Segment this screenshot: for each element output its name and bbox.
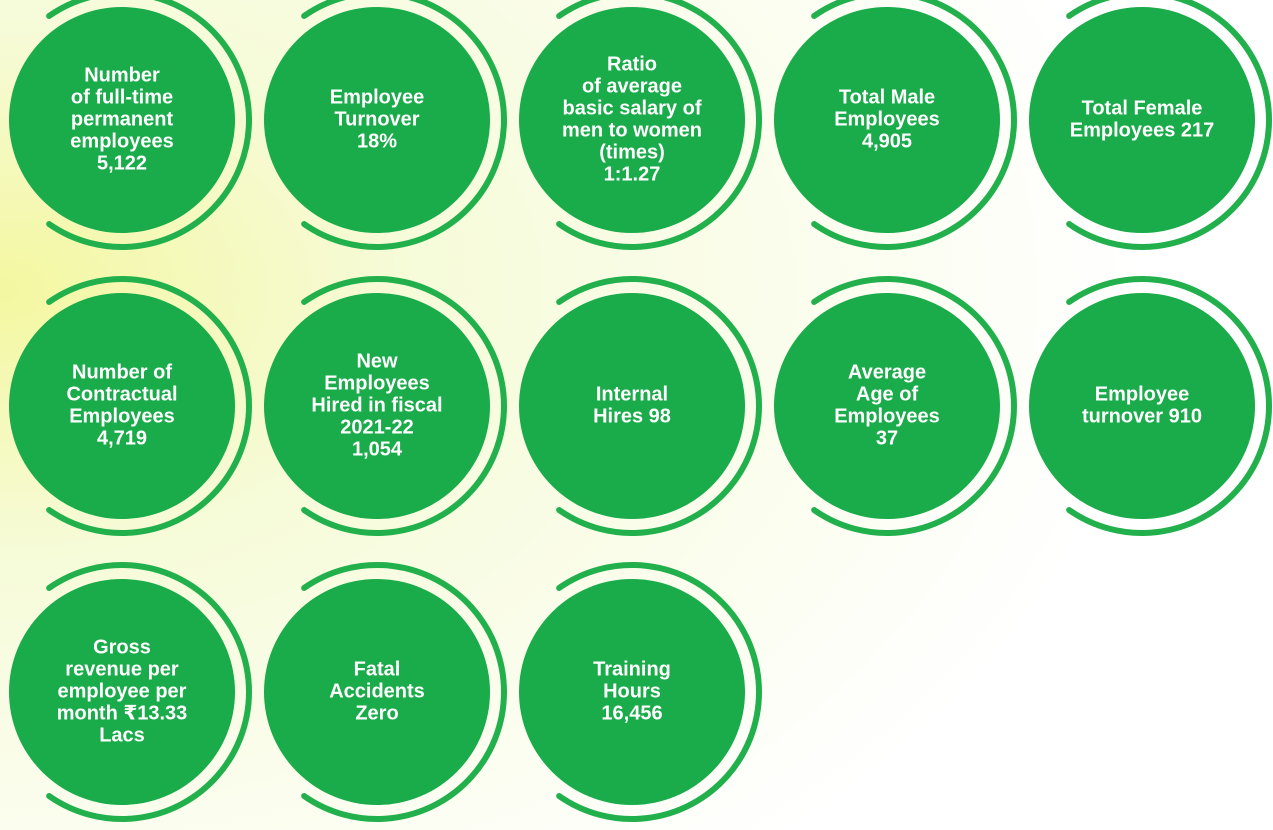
badge-ring bbox=[556, 276, 762, 536]
badge-text: Employees bbox=[69, 405, 175, 427]
badge-text: 5,122 bbox=[97, 152, 147, 174]
badge-ring bbox=[46, 562, 252, 822]
badge-circle bbox=[519, 293, 745, 519]
badge-circle bbox=[9, 293, 235, 519]
badge-ring bbox=[811, 276, 1017, 536]
badge-ring bbox=[811, 0, 1017, 250]
badge-text: Hired in fiscal bbox=[311, 394, 442, 416]
badge-text: (times) bbox=[599, 141, 665, 163]
badge-text: turnover 910 bbox=[1082, 405, 1202, 427]
badge-text: Gross bbox=[93, 636, 151, 658]
badge-text: revenue per bbox=[65, 658, 179, 680]
badge-text: Fatal bbox=[354, 658, 401, 680]
badge-ring bbox=[46, 276, 252, 536]
badge-circle bbox=[264, 579, 490, 805]
badge-text: Ratio bbox=[607, 53, 657, 75]
badge-ring bbox=[301, 562, 507, 822]
badge-text: Employees bbox=[324, 372, 430, 394]
badge-circle bbox=[9, 579, 235, 805]
badge-text: Average bbox=[848, 361, 926, 383]
badge-text: 1,054 bbox=[352, 438, 403, 460]
badge-text: permanent bbox=[71, 108, 174, 130]
badge-ring bbox=[301, 0, 507, 250]
badge-text: employee per bbox=[58, 680, 187, 702]
badge-text: Turnover bbox=[334, 108, 419, 130]
badge-text: Zero bbox=[355, 702, 398, 724]
badge-ring bbox=[556, 0, 762, 250]
badge-circle bbox=[1029, 293, 1255, 519]
badge-text: Contractual bbox=[66, 383, 177, 405]
badge-circle bbox=[519, 7, 745, 233]
badge-ring bbox=[46, 0, 252, 250]
badge-text: of average bbox=[582, 75, 682, 97]
badge-text: Employees bbox=[834, 405, 940, 427]
badge-circle bbox=[519, 579, 745, 805]
badge-text: 37 bbox=[876, 427, 898, 449]
badge-text: Employee bbox=[330, 86, 424, 108]
badge-ring bbox=[1066, 0, 1273, 250]
badge-text: Age of bbox=[856, 383, 919, 405]
badge-text: 16,456 bbox=[601, 702, 662, 724]
badge-text: Training bbox=[593, 658, 671, 680]
badge-text: basic salary of bbox=[563, 97, 702, 119]
badge-text: 2021-22 bbox=[340, 416, 413, 438]
badge-ring bbox=[556, 562, 762, 822]
badge-text: 4,719 bbox=[97, 427, 147, 449]
badge-circle bbox=[1029, 7, 1255, 233]
badge-text: employees bbox=[70, 130, 173, 152]
badge-text: Number of bbox=[72, 361, 172, 383]
badge-text: Total Male bbox=[839, 86, 935, 108]
badge-circle bbox=[774, 293, 1000, 519]
badge-text: New bbox=[356, 350, 398, 372]
badge-text: month ₹13.33 bbox=[57, 702, 188, 724]
badge-ring bbox=[1066, 276, 1273, 536]
badge-circle bbox=[9, 7, 235, 233]
badge-text: Total Female bbox=[1082, 97, 1203, 119]
badge-text: men to women bbox=[562, 119, 702, 141]
badge-text: Employee bbox=[1095, 383, 1189, 405]
badge-text: Employees 217 bbox=[1070, 119, 1215, 141]
badge-text: 4,905 bbox=[862, 130, 912, 152]
badge-text: Lacs bbox=[99, 724, 145, 746]
badge-text: 1:1.27 bbox=[604, 163, 661, 185]
badge-text: Employees bbox=[834, 108, 940, 130]
badge-text: Internal bbox=[596, 383, 668, 405]
badge-ring bbox=[301, 276, 507, 536]
badge-text: of full-time bbox=[71, 86, 173, 108]
badge-circle bbox=[264, 7, 490, 233]
badge-text: 18% bbox=[357, 130, 397, 152]
badge-text: Number bbox=[84, 64, 160, 86]
badge-text: Accidents bbox=[329, 680, 425, 702]
badge-text: Hires 98 bbox=[593, 405, 671, 427]
badge-text: Hours bbox=[603, 680, 661, 702]
badge-circle bbox=[264, 293, 490, 519]
badge-circle bbox=[774, 7, 1000, 233]
